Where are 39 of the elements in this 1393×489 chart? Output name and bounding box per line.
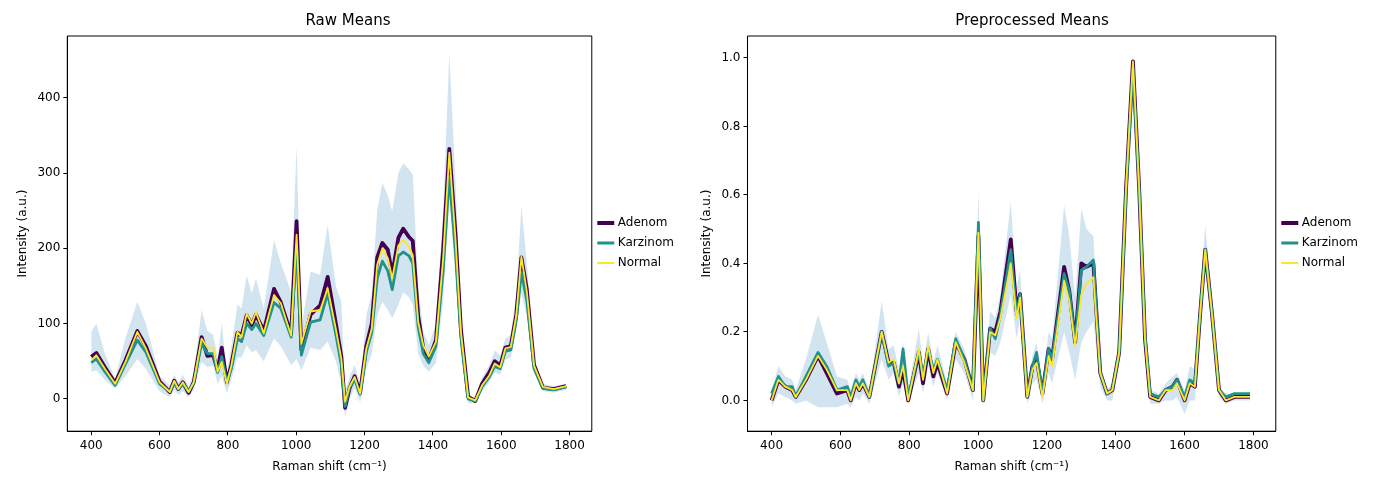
x-tick-label: 600 <box>148 437 172 452</box>
chart-title: Raw Means <box>305 10 391 29</box>
x-tick-label: 1400 <box>417 437 449 452</box>
y-tick-label: 0.2 <box>721 324 741 339</box>
x-tick-label: 400 <box>760 437 784 452</box>
legend-label: Karzinom <box>617 235 674 250</box>
y-tick-label: 100 <box>37 315 61 330</box>
x-tick-label: 1800 <box>1238 437 1269 452</box>
x-tick-label: 600 <box>828 437 852 452</box>
x-tick-label: 1600 <box>1169 437 1200 452</box>
y-tick-label: 0.4 <box>721 255 741 270</box>
y-axis-title: Intensity (a.u.) <box>699 189 714 278</box>
y-tick-label: 200 <box>37 240 61 255</box>
x-tick-label: 800 <box>897 437 921 452</box>
legend-label: Normal <box>617 255 662 270</box>
x-tick-label: 1000 <box>280 437 312 452</box>
x-axis-title: Raman shift (cm⁻¹) <box>272 458 387 473</box>
x-tick-label: 1200 <box>349 437 380 452</box>
y-tick-label: 0.6 <box>721 187 741 202</box>
y-tick-label: 0.0 <box>721 392 741 407</box>
legend-label: Adenom <box>1301 215 1352 230</box>
chart-title: Preprocessed Means <box>955 10 1110 29</box>
x-tick-label: 1800 <box>554 437 585 452</box>
y-tick-label: 300 <box>37 165 61 180</box>
y-tick-label: 1.0 <box>721 50 741 65</box>
x-tick-label: 1200 <box>1031 437 1063 452</box>
legend-label: Normal <box>1301 255 1346 270</box>
x-tick-label: 1000 <box>962 437 994 452</box>
x-tick-label: 1400 <box>1100 437 1132 452</box>
y-tick-label: 0.8 <box>721 118 741 133</box>
y-tick-label: 0 <box>52 390 61 405</box>
y-axis-title: Intensity (a.u.) <box>15 189 30 278</box>
legend-label: Karzinom <box>1301 235 1358 250</box>
x-tick-label: 400 <box>79 437 103 452</box>
x-tick-label: 1600 <box>485 437 517 452</box>
x-axis-title: Raman shift (cm⁻¹) <box>954 458 1069 473</box>
x-tick-label: 800 <box>216 437 240 452</box>
legend-label: Adenom <box>617 215 668 230</box>
y-tick-label: 400 <box>37 89 61 104</box>
